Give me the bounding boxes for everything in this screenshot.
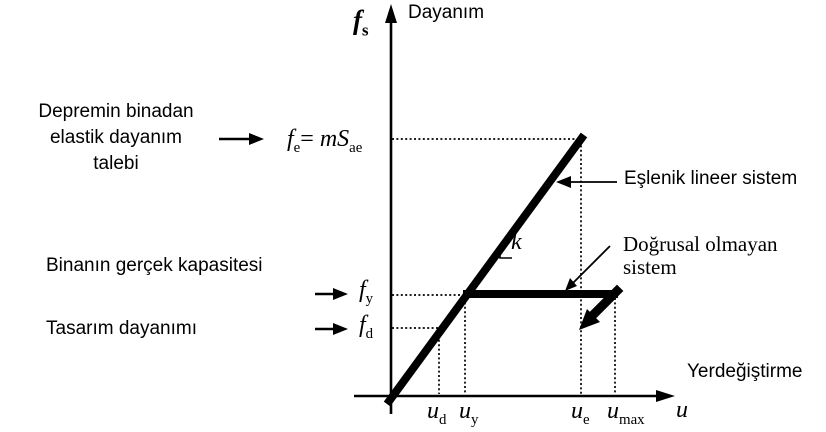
nonlinear-system-line1: Doğrusal olmayan — [623, 232, 778, 256]
nonlinear-system-arrow-line — [571, 245, 611, 285]
nonlinear-system-line2: sistem — [623, 255, 677, 279]
y-axis-symbol-fs: fs — [353, 5, 369, 40]
fe-equation: fe= mSae — [287, 126, 363, 156]
design-arrowhead-icon — [333, 323, 348, 335]
umax-tick-label: umax — [607, 398, 645, 428]
capacity-label: Binanın gerçek kapasitesi — [46, 255, 263, 276]
ud-tick-label: ud — [427, 398, 447, 428]
u-axis-symbol: u — [676, 397, 688, 423]
capacity-arrowhead-icon — [333, 288, 348, 300]
demand-arrowhead-icon — [249, 133, 264, 145]
y-axis-title: Dayanım — [408, 2, 485, 23]
nonlinear-system-arrowhead-icon — [565, 278, 577, 291]
unloading-arrowhead-icon — [579, 309, 600, 330]
stiffness-k-symbol: k — [511, 229, 522, 255]
y-axis-arrowhead-icon — [385, 4, 397, 23]
elastic-demand-line3: talebi — [93, 153, 139, 174]
x-axis-arrowhead-icon — [656, 390, 675, 402]
nonlinear-system-label: Doğrusal olmayan sistem — [623, 233, 778, 279]
x-axis-title: Yerdeğiştirme — [687, 361, 803, 382]
unloading-arrow-shaft — [587, 284, 624, 321]
elastic-demand-line2: elastik dayanım — [49, 127, 182, 148]
uy-tick-label: uy — [459, 398, 479, 428]
elastic-demand-label: Depremin binadan elastik dayanım talebi — [18, 99, 214, 177]
design-strength-label: Tasarım dayanımı — [46, 318, 197, 339]
fy-symbol: fy — [359, 277, 374, 307]
ue-tick-label: ue — [571, 398, 590, 428]
slope-right-angle-marker — [499, 245, 512, 259]
elastic-demand-line1: Depremin binadan — [38, 101, 194, 122]
linear-system-label: Eşlenik lineer sistem — [624, 168, 798, 189]
elastic-line — [383, 132, 588, 407]
fd-symbol: fd — [359, 312, 374, 342]
linear-system-arrowhead-icon — [556, 176, 571, 188]
